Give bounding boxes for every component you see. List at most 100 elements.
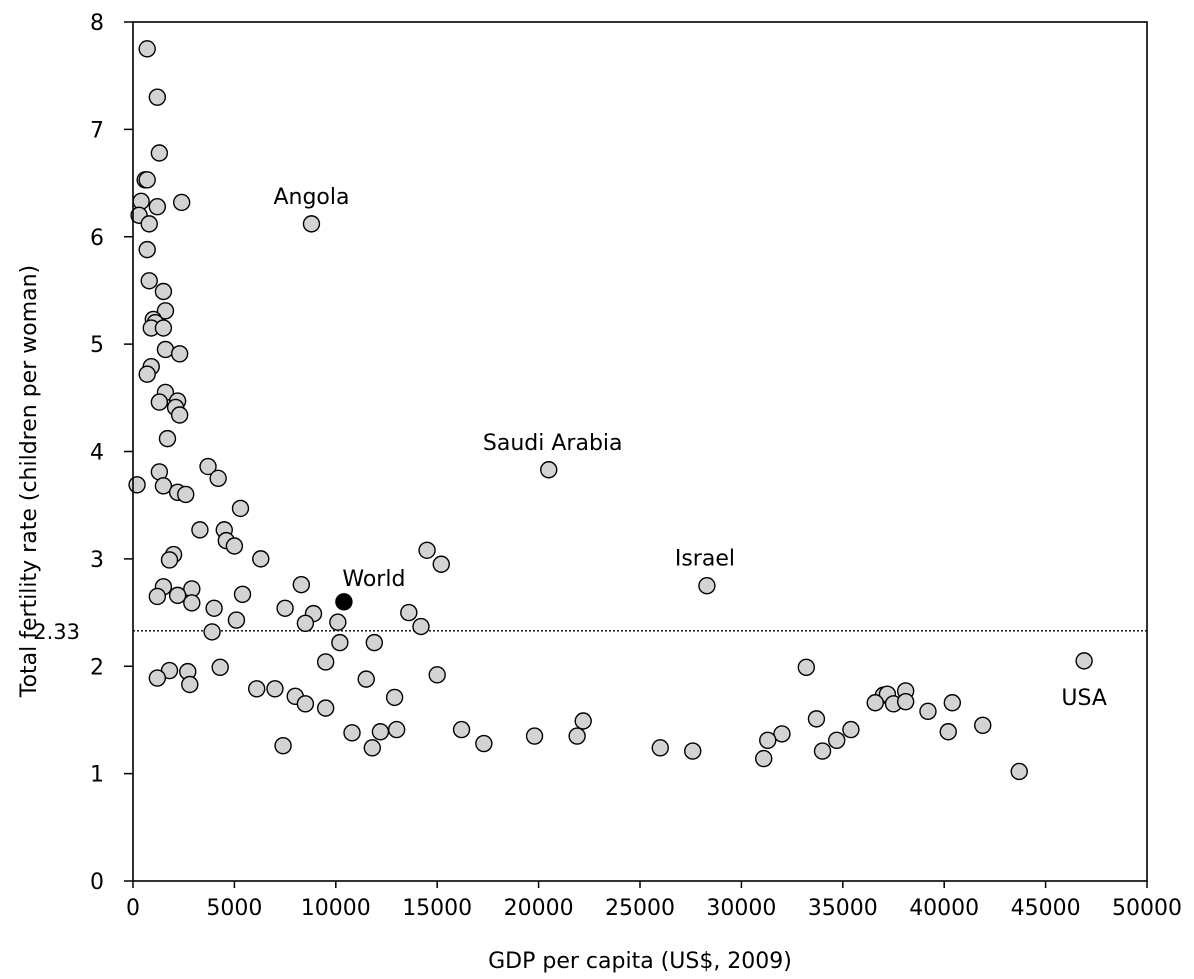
y-tick-label: 0 [90,870,104,895]
x-tick-label: 20000 [504,896,574,921]
annotation-label: USA [1061,686,1107,711]
data-point [140,272,158,290]
data-point [302,215,321,233]
data-point [974,716,992,735]
annotations-layer: Angola Saudi Arabia Israel USA World [273,185,1106,711]
annotation-label: Angola [273,185,349,210]
data-point [154,282,173,301]
data-point [177,485,195,504]
data-point [432,555,450,573]
data-point [939,723,957,741]
data-point [154,477,173,495]
data-point [759,731,777,750]
data-point [199,457,217,476]
data-point [209,469,227,488]
data-point [828,731,846,750]
data-point [1010,762,1028,781]
data-point [158,429,177,448]
y-tick-label: 4 [90,441,104,466]
axis-ticks: 0 5000 10000 15000 20000 25000 30000 35000 40000… [90,11,1182,921]
data-point [412,617,430,636]
data-point [807,710,826,728]
data-point [896,692,915,711]
data-point [842,720,860,739]
data-point [568,727,586,745]
reference-line-label: 2.33 [33,620,80,644]
data-point [156,302,175,320]
data-point [154,319,173,337]
data-point [813,742,832,760]
data-point [418,541,436,559]
x-tick-label: 45000 [1011,896,1081,921]
data-point [684,742,702,760]
y-tick-label: 6 [90,226,104,251]
data-point [168,586,187,605]
data-point [316,653,335,671]
data-point [316,699,335,717]
data-point [203,623,221,641]
data-point [387,720,406,739]
data-point [475,734,493,753]
data-point [140,215,158,233]
data-point [363,739,382,757]
data-point [205,599,223,617]
data-point [211,658,229,677]
data-point [919,702,937,721]
data-point [651,739,669,757]
x-tick-label: 5000 [206,896,262,921]
x-tick-label: 35000 [808,896,878,921]
data-point [292,575,311,594]
x-tick-label: 15000 [402,896,472,921]
x-tick-label: 0 [126,896,140,921]
data-point [371,723,390,741]
data-point [233,585,252,604]
data-point [797,658,815,677]
data-point [385,688,404,707]
data-points-layer [128,40,1093,781]
y-axis-title: Total fertility rate (children per woman… [17,265,42,698]
data-point [540,461,558,479]
data-point [331,633,349,652]
data-point [148,587,167,606]
x-tick-label: 40000 [909,896,979,921]
data-point [148,88,167,106]
y-tick-label: 8 [90,11,104,36]
data-point [172,193,191,212]
data-point [160,551,179,569]
data-point [170,345,189,363]
y-tick-label: 5 [90,333,104,358]
x-tick-label: 25000 [605,896,675,921]
data-point [296,695,315,713]
annotation-label: Israel [675,547,735,572]
world-label: World [342,567,405,592]
data-point [248,680,266,698]
data-point [698,577,716,595]
data-point [1075,652,1093,670]
data-point [357,670,375,688]
data-point [150,144,169,162]
data-point [128,476,146,494]
y-tick-label: 2 [90,655,104,680]
x-tick-label: 50000 [1112,896,1182,921]
data-point [296,614,315,632]
data-point [866,694,884,712]
data-point [452,720,471,739]
data-point [428,666,446,684]
world-point [335,593,353,611]
x-tick-label: 30000 [706,896,776,921]
y-tick-label: 1 [90,763,104,788]
y-tick-label: 3 [90,548,104,573]
data-point [574,712,592,730]
data-point [773,725,791,743]
x-axis-title: GDP per capita (US$, 2009) [488,949,792,974]
data-point [148,197,167,216]
y-tick-label: 7 [90,118,104,143]
data-point [170,406,189,424]
data-point [138,365,156,383]
data-point [231,499,250,518]
data-point [276,599,294,617]
data-point [525,727,544,745]
data-point [943,694,962,712]
data-point [183,594,201,612]
